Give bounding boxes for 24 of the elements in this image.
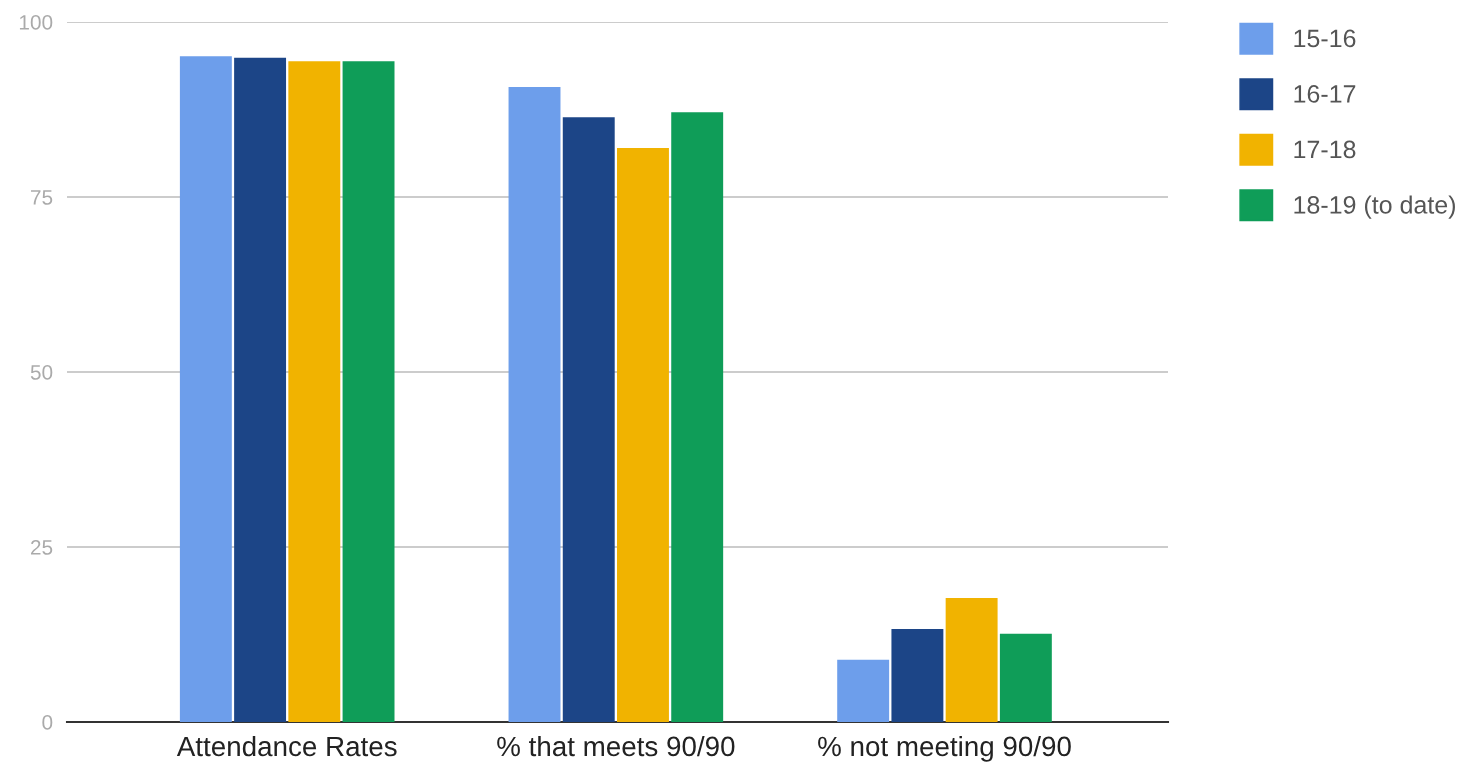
bar (508, 87, 561, 722)
bar (891, 628, 944, 722)
bar (179, 56, 232, 722)
bar (562, 117, 615, 722)
y-tick-label: 50 (30, 365, 53, 380)
legend-label: 16-17 (1294, 85, 1356, 103)
bar (288, 61, 341, 722)
y-tick-label: 25 (30, 540, 53, 555)
bar (342, 61, 395, 722)
bar (671, 112, 724, 722)
bar (234, 57, 287, 722)
x-tick-label: Attendance Rates (176, 735, 397, 757)
legend-label: 18-19 (to date) (1294, 195, 1455, 219)
y-tick-label: 100 (19, 15, 53, 30)
bar (999, 633, 1052, 722)
bar (945, 598, 998, 722)
x-tick-label: % not meeting 90/90 (818, 735, 1071, 762)
y-tick-label: 75 (31, 190, 53, 205)
x-tick-label: % that meets 90/90 (497, 735, 735, 757)
bar (617, 148, 669, 722)
legend-label: 15-16 (1294, 29, 1356, 48)
legend-label: 17-18 (1294, 140, 1356, 159)
y-tick-label: 0 (42, 715, 53, 730)
bar (837, 659, 890, 722)
